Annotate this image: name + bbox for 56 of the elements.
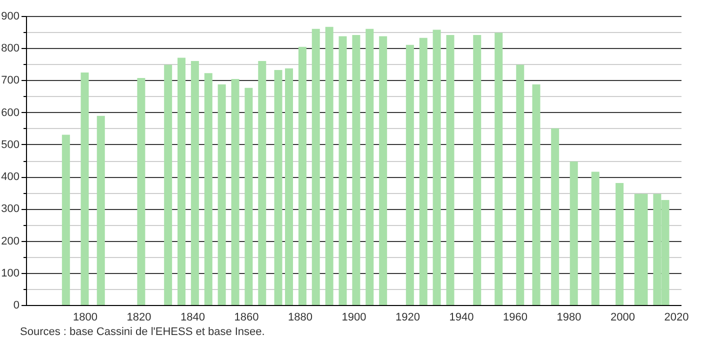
bar — [178, 58, 186, 305]
bar — [338, 36, 347, 305]
bar — [285, 68, 293, 305]
bar — [379, 36, 388, 305]
bar — [446, 34, 454, 305]
bar — [516, 64, 524, 305]
bar — [137, 78, 146, 305]
bar — [218, 84, 226, 305]
bar — [352, 34, 360, 305]
bar — [80, 72, 89, 305]
bar — [532, 84, 540, 305]
bar — [312, 28, 320, 305]
x-tick-label: 1860 — [234, 312, 259, 324]
x-tick-label: 1920 — [396, 312, 420, 324]
bar — [231, 78, 240, 305]
bar — [298, 46, 306, 305]
source-note: Sources : base Cassini de l'EHESS et base Insee. — [20, 326, 266, 338]
bar — [419, 38, 428, 305]
y-tick-label: 400 — [1, 171, 20, 184]
x-tick-label: 2000 — [610, 312, 635, 324]
bar — [244, 88, 253, 305]
y-tick-label: 200 — [1, 235, 20, 248]
bar — [591, 172, 600, 305]
y-tick-label: 700 — [1, 74, 20, 87]
y-tick-label: 0 — [13, 300, 20, 312]
x-tick-label: 1900 — [342, 312, 366, 324]
bar — [432, 30, 441, 305]
x-tick-label: 1980 — [556, 312, 582, 324]
x-tick-label: 2020 — [664, 312, 689, 324]
bar — [616, 182, 624, 305]
y-tick-label: 600 — [1, 106, 20, 119]
bar — [204, 73, 212, 305]
x-tick-label: 1820 — [126, 312, 152, 324]
bar — [406, 44, 414, 305]
y-tick-label: 500 — [1, 138, 20, 151]
bar — [274, 70, 282, 305]
y-tick-label: 800 — [1, 42, 20, 55]
x-tick-label: 1960 — [503, 312, 528, 324]
bar — [96, 116, 105, 305]
x-tick-label: 1800 — [73, 312, 98, 324]
bar — [570, 161, 578, 305]
x-tick-label: 1940 — [449, 312, 474, 324]
y-tick-label: 100 — [1, 267, 20, 280]
x-tick-label: 1880 — [288, 312, 312, 324]
y-tick-label: 300 — [1, 203, 20, 216]
bar — [551, 128, 560, 305]
bar — [473, 34, 482, 305]
bar — [258, 60, 266, 305]
bar — [62, 134, 70, 305]
bar — [366, 28, 374, 305]
bar — [164, 64, 172, 305]
x-tick-label: 1840 — [180, 312, 205, 324]
bar — [190, 60, 199, 305]
bar — [325, 26, 334, 305]
y-tick-label: 900 — [1, 10, 20, 22]
bar — [494, 32, 503, 305]
